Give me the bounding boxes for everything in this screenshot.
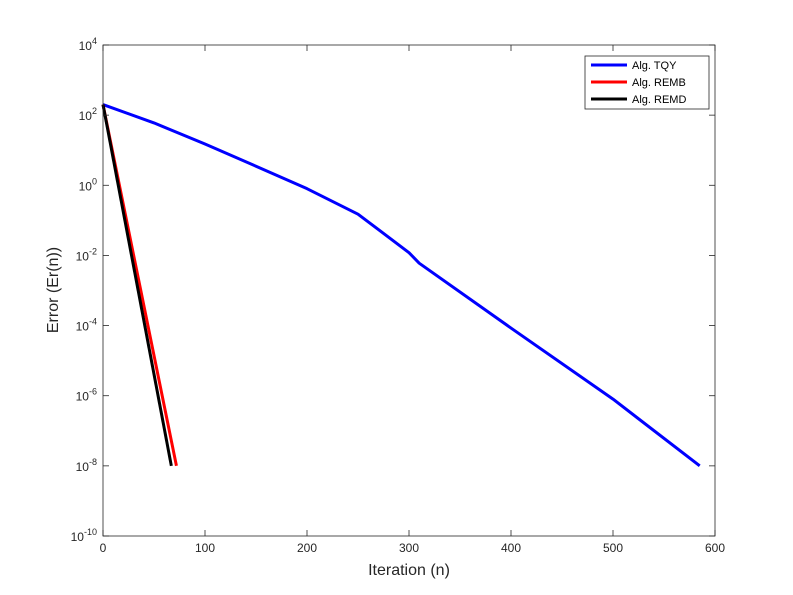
- series-layer: [101, 103, 701, 468]
- x-axis-label: Iteration (n): [368, 562, 450, 579]
- plot-area: [103, 45, 715, 536]
- y-tick-label: 10-8: [76, 457, 97, 474]
- y-tick-label: 102: [79, 106, 97, 123]
- y-tick-label: 10-10: [71, 527, 97, 544]
- legend-label-0: Alg. TQY: [632, 60, 677, 72]
- legend-label-1: Alg. REMB: [632, 77, 686, 89]
- x-tick-label: 0: [100, 541, 107, 555]
- y-tick-label: 10-2: [76, 246, 97, 263]
- x-axis-ticks: 0 100 200 300 400 500 600: [100, 45, 725, 555]
- x-tick-label: 200: [297, 541, 317, 555]
- y-tick-label: 104: [79, 36, 97, 53]
- x-tick-label: 400: [501, 541, 521, 555]
- legend-label-2: Alg. REMD: [632, 94, 686, 106]
- x-tick-label: 300: [399, 541, 419, 555]
- y-axis-ticks: 10-10 10-8 10-6 10-4 10-2 100 102 104: [71, 36, 715, 544]
- y-axis-label: Error (Er(n)): [45, 247, 62, 333]
- x-tick-label: 600: [705, 541, 725, 555]
- series-line-2: [101, 104, 173, 467]
- y-tick-label: 100: [79, 176, 97, 193]
- y-tick-label: 10-4: [76, 317, 97, 334]
- series-line-0: [102, 103, 701, 468]
- x-tick-label: 500: [603, 541, 623, 555]
- x-tick-label: 100: [195, 541, 215, 555]
- legend: Alg. TQY Alg. REMB Alg. REMD: [584, 55, 710, 110]
- y-tick-label: 10-6: [76, 387, 97, 404]
